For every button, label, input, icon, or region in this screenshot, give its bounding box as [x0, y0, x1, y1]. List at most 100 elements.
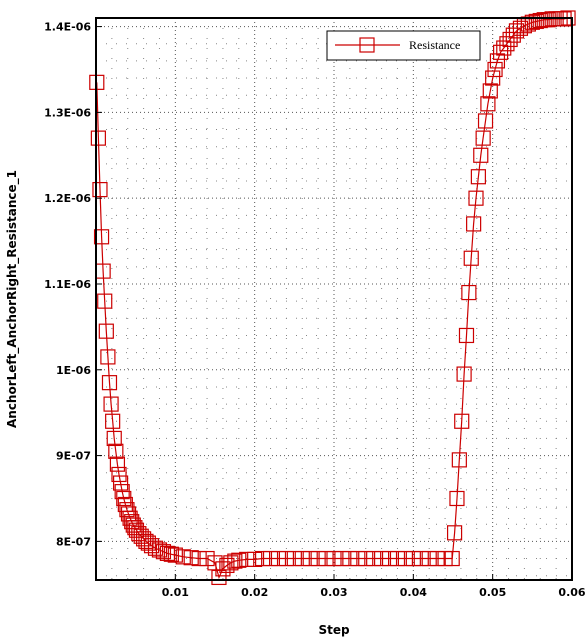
y-tick-label: 1.1E-06: [44, 278, 91, 291]
data-point-marker: [100, 349, 116, 365]
data-point-marker: [270, 550, 287, 567]
data-point-marker: [155, 544, 172, 560]
x-tick-label: 0.06: [558, 586, 585, 599]
data-point-marker: [466, 216, 482, 232]
data-point-marker: [446, 525, 463, 541]
x-tick-label: 0.02: [241, 586, 268, 599]
data-point-marker: [175, 549, 191, 565]
data-point-marker: [540, 12, 556, 28]
data-point-marker: [112, 475, 129, 491]
data-point-marker: [97, 293, 113, 309]
data-point-marker: [512, 20, 529, 36]
data-point-marker: [159, 545, 175, 562]
data-point-marker: [475, 130, 491, 146]
y-axis-title: AnchorLeft_AnchorRight_Resistance_1: [5, 170, 20, 428]
data-point-marker: [163, 546, 179, 562]
data-point-marker: [397, 550, 413, 567]
data-point-marker: [350, 550, 366, 567]
data-point-marker: [334, 550, 350, 567]
data-point-marker: [191, 550, 207, 567]
data-point-marker: [93, 229, 110, 245]
data-point-marker: [278, 550, 294, 567]
data-point-marker: [223, 555, 239, 571]
data-point-marker: [262, 550, 279, 567]
data-point-marker: [413, 550, 429, 567]
data-point-marker: [366, 550, 382, 567]
y-tick-label: 1E-06: [56, 364, 91, 377]
data-point-marker: [286, 550, 302, 567]
data-point-marker: [482, 83, 498, 99]
data-point-marker: [449, 490, 465, 507]
data-point-marker: [326, 550, 342, 567]
data-point-marker: [528, 13, 544, 30]
data-point-marker: [405, 550, 421, 567]
data-point-marker: [103, 396, 119, 412]
data-point-marker: [147, 540, 164, 556]
series-markers: [89, 10, 576, 586]
y-tick-label: 1.4E-06: [44, 21, 91, 34]
data-point-marker: [444, 550, 460, 567]
axis-ticks: 0.01 0.02 0.03 0.04 0.05 0.06 8E-07 9E-07 1E-06 1…: [44, 21, 586, 599]
data-point-marker: [108, 443, 124, 459]
data-point-marker: [463, 250, 479, 266]
data-point-marker: [421, 550, 437, 567]
data-point-marker: [477, 113, 494, 129]
data-point-marker: [98, 323, 114, 339]
data-point-marker: [381, 550, 398, 567]
x-axis-title: Step: [318, 623, 350, 637]
grid-lines: [96, 18, 572, 580]
data-point-marker: [374, 550, 390, 567]
data-point-marker: [116, 490, 132, 507]
data-point-marker: [496, 40, 512, 56]
data-point-marker: [524, 14, 540, 30]
data-point-marker: [101, 375, 118, 391]
data-point-marker: [456, 366, 472, 382]
legend: Resistance: [326, 30, 481, 61]
data-point-marker: [473, 147, 489, 163]
data-point-marker: [247, 551, 263, 568]
data-point-marker: [167, 547, 183, 563]
data-point-marker: [485, 70, 501, 86]
data-point-marker: [111, 466, 127, 483]
data-point-marker: [294, 550, 310, 567]
data-point-marker: [227, 553, 243, 569]
y-tick-label: 1.2E-06: [44, 192, 91, 205]
data-point-marker: [211, 569, 227, 586]
data-point-marker: [231, 552, 247, 568]
data-point-marker: [532, 12, 548, 29]
data-point-marker: [151, 542, 168, 558]
data-point-marker: [342, 550, 358, 567]
data-point-marker: [454, 413, 470, 429]
data-point-marker: [219, 557, 235, 574]
data-point-marker: [239, 551, 255, 568]
legend-marker-square: [359, 37, 375, 53]
data-point-marker: [302, 550, 318, 567]
data-point-marker: [470, 169, 486, 185]
data-point-marker: [429, 550, 445, 567]
x-tick-label: 0.04: [400, 586, 427, 599]
data-point-marker: [92, 182, 108, 198]
data-point-marker: [90, 130, 106, 146]
data-point-marker: [125, 517, 141, 533]
x-tick-label: 0.03: [320, 586, 347, 599]
data-point-marker: [199, 550, 215, 567]
data-point-marker: [458, 327, 475, 344]
series-layer: [89, 10, 576, 586]
legend-label-resistance: Resistance: [409, 38, 460, 52]
data-point-marker: [143, 538, 160, 554]
data-point-marker: [119, 502, 135, 518]
data-point-marker: [127, 520, 143, 536]
data-point-marker: [389, 550, 406, 567]
data-point-marker: [502, 31, 518, 48]
data-point-marker: [358, 550, 374, 567]
data-point-marker: [461, 284, 477, 301]
data-point-marker: [255, 550, 271, 567]
data-point-marker: [493, 44, 509, 60]
x-tick-label: 0.01: [162, 586, 189, 599]
data-point-marker: [468, 190, 484, 206]
y-tick-label: 9E-07: [56, 450, 91, 463]
x-tick-label: 0.05: [479, 586, 506, 599]
y-tick-label: 8E-07: [56, 535, 91, 548]
data-point-marker: [480, 96, 496, 112]
